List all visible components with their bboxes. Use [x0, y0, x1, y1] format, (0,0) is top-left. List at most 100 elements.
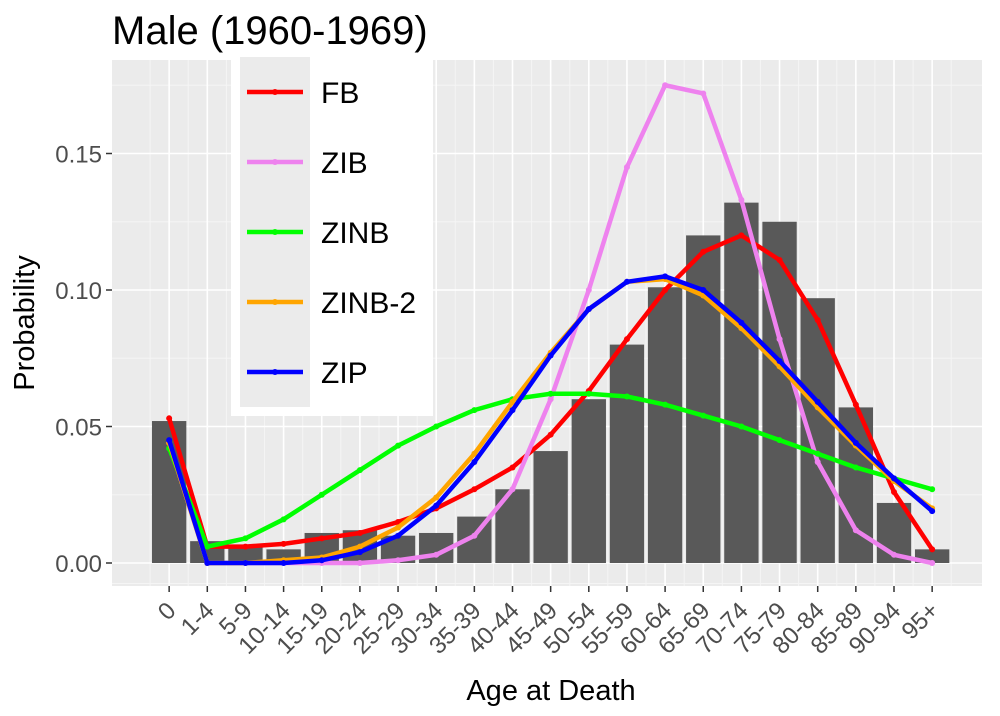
point-ZIP-95+ [929, 508, 936, 515]
legend-key-point-FB [272, 89, 278, 95]
series-lines [166, 82, 936, 566]
point-ZIP-10-14 [280, 560, 287, 566]
y-tick-label: 0.15 [55, 142, 102, 169]
legend-key-point-ZINB [272, 229, 278, 235]
grid-minor [112, 60, 982, 586]
point-FB-90-94 [891, 489, 897, 496]
point-ZIB-80-84 [814, 458, 821, 465]
point-ZINB-80-84 [814, 450, 821, 457]
point-ZIB-35-39 [471, 532, 478, 539]
point-FB-45-49 [547, 431, 554, 438]
point-FB-70-74 [738, 232, 745, 239]
point-ZINB-45-49 [547, 390, 554, 397]
point-ZIP-20-24 [356, 549, 363, 556]
bar-40-44 [495, 489, 530, 563]
y-axis: 0.00 0.05 0.10 0.15 [55, 142, 112, 578]
legend-key-point-ZIB [272, 159, 278, 165]
point-ZIP-0 [166, 437, 173, 444]
x-axis-title: Age at Death [466, 675, 635, 707]
point-ZINB-35-39 [471, 407, 478, 414]
point-ZINB-55-59 [623, 393, 630, 400]
legend-label-ZINB: ZINB [321, 217, 389, 250]
point-FB-5-9 [242, 543, 249, 550]
point-FB-0 [166, 415, 173, 422]
point-FB-80-84 [814, 317, 821, 324]
point-ZIP-45-49 [547, 352, 554, 359]
x-axis: 01-45-910-1415-1920-2425-2930-3435-3940-… [153, 586, 945, 660]
legend: FB ZIB ZINB ZINB-2 ZIP [231, 57, 433, 416]
point-ZINB-15-19 [318, 491, 325, 498]
point-ZIB-50-54 [585, 287, 592, 293]
point-ZINB-65-69 [700, 412, 707, 419]
point-FB-55-59 [623, 336, 630, 343]
point-ZIP-25-29 [395, 532, 402, 539]
bar-5-9 [228, 546, 263, 563]
legend-label-ZINB-2: ZINB-2 [321, 287, 416, 320]
series-ZIP [166, 273, 936, 566]
point-ZIP-60-64 [662, 273, 669, 280]
point-ZINB-20-24 [356, 467, 363, 474]
point-ZIP-30-34 [433, 502, 440, 509]
point-ZINB-70-74 [738, 423, 745, 430]
point-FB-65-69 [700, 248, 707, 255]
series-ZINB [166, 390, 936, 550]
y-tick-label: 0.05 [55, 415, 102, 442]
point-ZIP-35-39 [471, 458, 478, 465]
point-FB-60-64 [662, 287, 669, 293]
bar-50-54 [571, 399, 606, 563]
y-tick-label: 0.00 [55, 551, 102, 578]
point-ZIP-80-84 [814, 398, 821, 405]
point-FB-95+ [929, 546, 936, 553]
point-ZIP-70-74 [738, 319, 745, 326]
point-ZIB-65-69 [700, 90, 707, 97]
legend-label-ZIB: ZIB [321, 147, 368, 180]
point-ZINB-60-64 [662, 401, 669, 408]
point-ZINB-85-89 [852, 464, 859, 471]
bar-75-79 [762, 221, 797, 563]
point-ZIB-60-64 [662, 82, 669, 89]
point-FB-20-24 [356, 529, 363, 536]
chart-title: Male (1960-1969) [112, 9, 428, 53]
point-ZINB-1-4 [204, 543, 211, 550]
point-ZIB-45-49 [547, 396, 554, 403]
point-ZINB-2-25-29 [395, 524, 402, 531]
point-ZINB-2-40-44 [509, 398, 516, 405]
point-ZIB-85-89 [852, 527, 859, 534]
x-tick-label: 1-4 [176, 597, 220, 641]
point-ZIP-55-59 [623, 278, 630, 285]
legend-label-FB: FB [321, 77, 359, 110]
y-tick-label: 0.10 [55, 278, 102, 305]
point-ZIB-95+ [929, 560, 936, 566]
point-ZIB-30-34 [433, 551, 440, 558]
point-ZIP-1-4 [204, 560, 211, 566]
point-FB-75-79 [776, 256, 783, 263]
point-ZIB-20-24 [356, 560, 363, 566]
bar-55-59 [609, 344, 645, 563]
point-ZIP-40-44 [509, 407, 516, 414]
point-ZIP-15-19 [318, 557, 325, 564]
point-ZIP-90-94 [891, 475, 897, 482]
point-ZIP-5-9 [242, 560, 249, 566]
point-ZIB-25-29 [395, 557, 402, 564]
point-ZINB-10-14 [280, 516, 287, 523]
point-ZIB-55-59 [623, 164, 630, 171]
point-ZINB-95+ [929, 486, 936, 493]
point-ZIB-40-44 [509, 486, 516, 493]
point-ZINB-30-34 [433, 423, 440, 430]
point-ZINB-5-9 [242, 535, 249, 542]
y-axis-title: Probability [9, 255, 41, 391]
point-ZIP-75-79 [776, 357, 783, 364]
point-ZIB-70-74 [738, 196, 745, 203]
point-ZINB-50-54 [585, 390, 592, 397]
point-ZIP-65-69 [700, 287, 707, 293]
point-ZIP-50-54 [585, 306, 592, 313]
bar-60-64 [647, 287, 683, 563]
point-FB-85-89 [852, 401, 859, 408]
point-FB-40-44 [509, 464, 516, 471]
point-ZINB-75-79 [776, 437, 783, 444]
point-ZIP-85-89 [852, 439, 859, 446]
point-ZINB-2-30-34 [433, 494, 440, 501]
bar-45-49 [533, 451, 568, 563]
x-tick-label: 95+ [897, 597, 945, 645]
